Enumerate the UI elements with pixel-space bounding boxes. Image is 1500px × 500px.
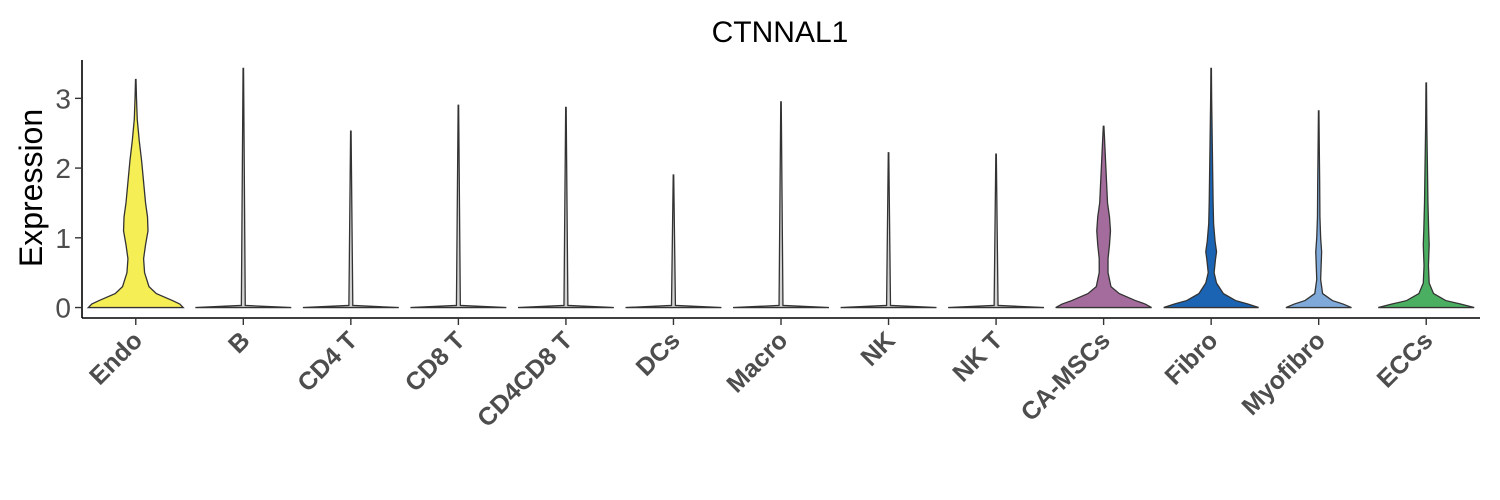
violin-myofibro xyxy=(1285,110,1352,309)
violin-cd8-t xyxy=(410,104,507,309)
x-tick-label-endo: Endo xyxy=(84,326,148,390)
violin-group xyxy=(86,67,1475,309)
x-tick-label-eccs: ECCs xyxy=(1372,326,1439,393)
x-tick-label-cd4cd8-t: CD4CD8 T xyxy=(472,326,578,432)
violin-fibro xyxy=(1163,67,1259,309)
violin-cd4-t xyxy=(302,130,399,309)
y-axis-label: Expression xyxy=(13,109,49,267)
violin-endo xyxy=(86,78,185,309)
violin-dcs xyxy=(625,174,722,309)
x-axis: Endo B CD4 T CD8 T CD4CD8 T DCs Macro NK NK T CA-… xyxy=(82,317,1480,433)
x-tick-label-cd8-t: CD8 T xyxy=(400,326,471,397)
x-tick-label-cd4-t: CD4 T xyxy=(292,326,363,397)
y-tick-label: 3 xyxy=(55,83,71,114)
x-tick-label-ca-mscs: CA-MSCs xyxy=(1016,326,1116,426)
violin-b xyxy=(195,67,292,309)
violin-nk-t xyxy=(948,153,1045,309)
violin-eccs xyxy=(1378,82,1475,309)
x-tick-label-b: B xyxy=(223,326,256,359)
x-tick-label-fibro: Fibro xyxy=(1159,326,1223,390)
violin-ca-mscs xyxy=(1055,125,1152,309)
y-tick-label: 0 xyxy=(55,293,71,324)
violin-macro xyxy=(733,101,829,309)
x-tick-label-nk: NK xyxy=(855,326,900,371)
x-tick-label-nk-t: NK T xyxy=(947,326,1008,387)
violin-nk xyxy=(840,152,937,309)
violin-cd4cd8-t xyxy=(517,106,614,309)
x-tick-label-dcs: DCs xyxy=(631,326,686,381)
y-axis: 0 1 2 3 xyxy=(55,60,83,324)
x-tick-label-myofibro: Myofibro xyxy=(1237,326,1331,420)
chart-title: CTNNAL1 xyxy=(712,16,849,49)
y-tick-label: 1 xyxy=(55,223,71,254)
x-tick-label-macro: Macro xyxy=(721,326,793,398)
y-tick-label: 2 xyxy=(55,153,71,184)
